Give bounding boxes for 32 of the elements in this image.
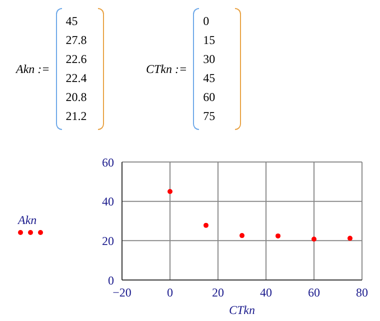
y-tick-label: 20 (102, 234, 114, 248)
point (276, 233, 280, 238)
x-tick-label: −20 (112, 286, 132, 300)
y-tick-label: 60 (102, 155, 114, 170)
text: 22.6 (66, 51, 88, 68)
x-tick-label: 0 (167, 286, 173, 300)
y-tick-label: 0 (108, 273, 114, 288)
text: Akn (18, 213, 38, 229)
text: 27.8 (66, 32, 88, 49)
x-tick-label: 60 (308, 286, 320, 300)
x-tick-label: 20 (212, 286, 224, 300)
text: 30 (203, 51, 216, 68)
x-tick-label: 40 (260, 286, 272, 300)
text: 20.8 (66, 89, 88, 106)
text: 60 (203, 89, 216, 106)
point (240, 233, 244, 238)
text: 22.4 (66, 70, 88, 87)
point (168, 189, 172, 194)
point (204, 222, 208, 228)
text: 45 (203, 70, 216, 87)
text: 0 (203, 13, 210, 30)
text: Akn := (16, 62, 50, 76)
text: 15 (203, 32, 216, 49)
x-axis-title: CTkn (228, 303, 256, 317)
y-tick-label: 40 (102, 194, 114, 209)
text: 21.2 (66, 108, 88, 125)
point (348, 236, 352, 241)
text: 75 (203, 108, 216, 125)
x-tick-label: 80 (356, 286, 368, 300)
point (312, 236, 316, 242)
text: 45 (66, 13, 79, 30)
text: CTkn := (146, 62, 188, 76)
